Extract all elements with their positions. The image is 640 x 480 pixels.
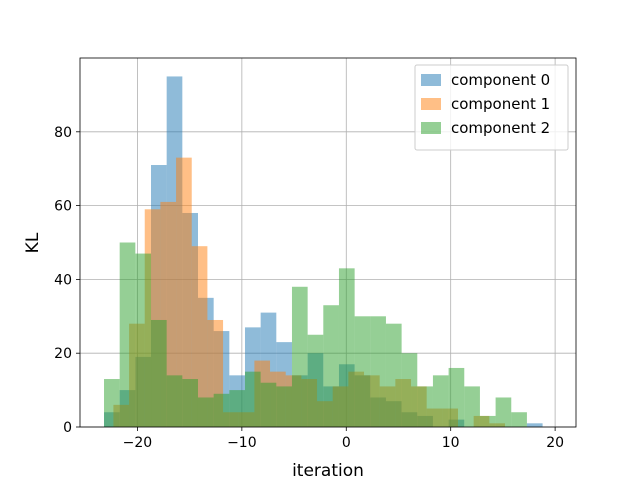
bar-series-2-bin-13 xyxy=(307,334,324,427)
bar-series-2-bin-7 xyxy=(213,393,230,427)
x-axis-label: iteration xyxy=(292,461,364,480)
bar-series-2-bin-18 xyxy=(385,323,402,427)
y-tick-label-0: 0 xyxy=(63,420,72,436)
bar-series-2-bin-16 xyxy=(354,316,371,427)
bar-series-2-bin-17 xyxy=(370,316,386,427)
plot-frame xyxy=(79,57,577,428)
bar-series-2-bin-21 xyxy=(432,375,449,427)
y-tick-label-4: 80 xyxy=(54,125,72,141)
bar-series-2-bin-23 xyxy=(464,386,480,427)
bar-series-2-bin-10 xyxy=(260,382,277,427)
bar-series-2-bin-25 xyxy=(495,397,512,427)
bar-series-2-bin-12 xyxy=(291,286,308,427)
legend-label-1: component 1 xyxy=(451,95,550,113)
bar-series-2-bin-11 xyxy=(276,386,292,427)
bar-series-2-bin-15 xyxy=(338,268,355,427)
x-tick-label-3: 10 xyxy=(442,435,460,451)
bar-series-2-bin-8 xyxy=(229,390,245,427)
y-tick-label-2: 40 xyxy=(54,272,72,288)
x-tick-label-0: −20 xyxy=(123,435,153,451)
legend-swatch-0 xyxy=(421,74,441,86)
bar-series-2-bin-19 xyxy=(401,353,418,427)
axis-ticks: −20 −10 0 10 20 0 20 40 60 80 xyxy=(54,125,564,451)
bar-series-2-bin-4 xyxy=(166,375,183,427)
bar-series-2-bin-22 xyxy=(448,367,465,427)
bar-series-2-bin-6 xyxy=(197,397,214,427)
bar-series-0-bin-27 xyxy=(526,423,543,427)
bar-series-2-bin-14 xyxy=(323,305,339,427)
bar-series-2-bin-26 xyxy=(511,412,527,427)
legend-swatch-1 xyxy=(421,98,441,110)
legend-swatch-2 xyxy=(421,122,441,134)
legend-label-2: component 2 xyxy=(451,119,550,137)
bar-series-2-bin-3 xyxy=(151,319,167,427)
bar-series-2-bin-20 xyxy=(417,386,433,427)
bar-series-2-bin-9 xyxy=(244,371,261,427)
bar-series-2-bin-5 xyxy=(182,379,198,427)
y-tick-label-1: 20 xyxy=(54,346,72,362)
bar-series-2-bin-0 xyxy=(104,379,120,427)
bar-series-2-bin-2 xyxy=(135,253,152,427)
bar-series-1-bin-4 xyxy=(176,157,192,427)
y-tick-label-3: 60 xyxy=(54,199,72,215)
histogram-bars xyxy=(104,76,543,427)
x-tick-label-1: −10 xyxy=(227,435,257,451)
legend-label-0: component 0 xyxy=(451,71,550,89)
bar-series-2-bin-1 xyxy=(119,242,136,427)
y-axis-label: KL xyxy=(23,232,43,253)
legend-box xyxy=(414,64,569,151)
legend: component 0 component 1 component 2 xyxy=(414,64,569,151)
bar-series-2-bin-24 xyxy=(479,415,496,427)
x-tick-label-2: 0 xyxy=(342,435,351,451)
x-tick-label-4: 20 xyxy=(546,435,564,451)
